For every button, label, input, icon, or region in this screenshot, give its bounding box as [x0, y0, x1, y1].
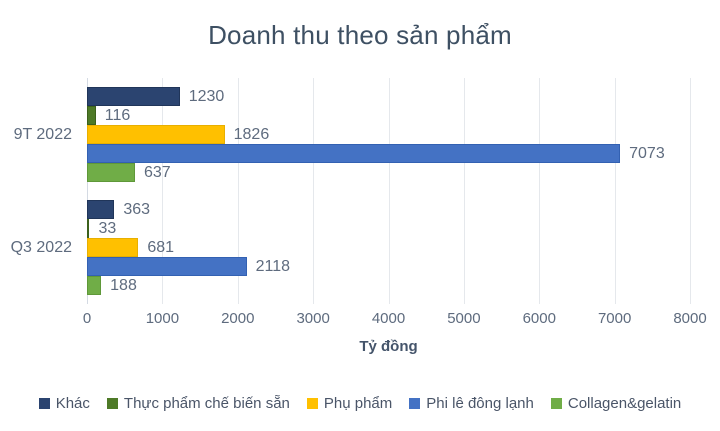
bar-value-label: 681	[147, 239, 175, 256]
bar	[87, 144, 621, 163]
bar-value-label: 7073	[629, 145, 665, 162]
bar-value-label: 2118	[255, 258, 291, 275]
x-tick-label: 5000	[447, 310, 481, 327]
x-tick-label: 7000	[597, 310, 632, 327]
gridline	[313, 78, 315, 304]
bar-value-label: 33	[98, 220, 117, 237]
category-label: 9T 2022	[13, 125, 72, 143]
legend-label: Khác	[55, 395, 90, 412]
x-axis-title: Tỷ đồng	[359, 338, 418, 355]
gridline	[388, 78, 390, 304]
bar-value-label: 1230	[188, 88, 225, 105]
legend-item: Khác	[38, 395, 90, 412]
bar-value-label: 116	[104, 107, 131, 124]
bar	[87, 219, 90, 238]
x-tick-label: 3000	[296, 310, 330, 327]
legend-swatch-icon	[306, 398, 318, 409]
legend-swatch-icon	[38, 398, 50, 409]
bar-value-label: 188	[110, 277, 137, 294]
legend-label: Thực phẩm chế biến sẵn	[123, 395, 290, 412]
legend-swatch-icon	[106, 398, 118, 409]
category-label: Q3 2022	[10, 238, 72, 256]
x-axis-ticks: 0 1000 2000 3000 4000 5000 6000 7000 8000	[83, 310, 707, 330]
legend: Khác Thực phẩm chế biến sẵn Phụ phẩm Phi lê…	[0, 395, 720, 412]
legend-item: Phi lê đông lạnh	[409, 395, 534, 412]
bar	[87, 125, 225, 144]
bar	[87, 276, 102, 295]
gridline	[614, 78, 616, 304]
legend-label: Phi lê đông lạnh	[426, 395, 534, 412]
bar	[87, 163, 135, 182]
gridline	[463, 78, 465, 304]
x-tick-label: 4000	[371, 310, 406, 327]
legend-swatch-icon	[550, 398, 562, 409]
gridline	[162, 78, 164, 304]
legend-item: Phụ phẩm	[306, 395, 393, 412]
bar	[87, 238, 139, 257]
x-tick-label: 0	[82, 310, 92, 327]
legend-label: Phụ phẩm	[323, 395, 393, 412]
bar-value-label: 637	[144, 164, 171, 181]
legend-item: Collagen&gelatin	[550, 395, 682, 412]
gridline	[539, 78, 541, 304]
legend-item: Thực phẩm chế biến sẵn	[106, 395, 290, 412]
x-tick-label: 2000	[221, 310, 255, 327]
bar-value-label: 363	[123, 201, 151, 218]
category-axis-line	[87, 78, 88, 304]
plot-area: 1230 116 1826 7073 637 363 33 681 2118 188	[87, 78, 691, 304]
gridline	[237, 78, 239, 304]
chart-title: Doanh thu theo sản phẩm	[208, 20, 512, 50]
category-axis: 9T 2022 Q3 2022	[0, 78, 72, 304]
bar	[87, 200, 115, 219]
gridline	[690, 78, 691, 304]
x-tick-label: 1000	[145, 310, 180, 327]
bar	[87, 87, 180, 106]
bar	[87, 257, 247, 276]
bar-value-label: 1826	[233, 126, 270, 143]
x-tick-label: 6000	[522, 310, 556, 327]
legend-swatch-icon	[409, 398, 421, 409]
legend-label: Collagen&gelatin	[567, 395, 682, 412]
x-tick-label: 8000	[673, 310, 707, 327]
bar	[87, 106, 96, 125]
